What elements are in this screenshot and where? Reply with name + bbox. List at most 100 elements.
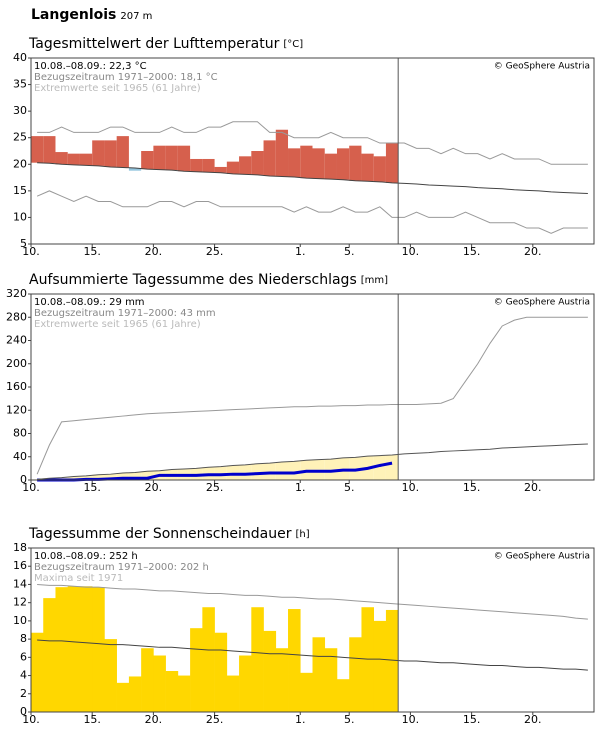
elevation: 207 m — [120, 11, 152, 22]
line-series — [36, 190, 588, 234]
x-tick-label: 1. — [295, 481, 306, 494]
reference-fill — [288, 461, 301, 480]
x-tick-label: 15. — [83, 713, 101, 726]
bar — [214, 166, 227, 173]
bar — [349, 637, 362, 712]
x-tick-label: 10. — [402, 481, 420, 494]
title-text: Aufsummierte Tagessumme des Niederschlag… — [29, 272, 357, 288]
bar — [177, 145, 191, 172]
bar — [141, 151, 154, 170]
y-tick-label: 2 — [20, 687, 27, 700]
y-tick-label: 30 — [13, 104, 27, 117]
copyright: © GeoSphere Austria — [494, 298, 590, 308]
reference-fill — [275, 461, 289, 480]
y-tick-label: 10 — [13, 210, 27, 223]
y-tick-label: 240 — [6, 334, 27, 347]
bar — [312, 148, 325, 179]
reference-fill — [116, 473, 129, 480]
bar — [141, 648, 154, 712]
annotation: 10.08.–08.09.: 29 mm — [34, 297, 145, 308]
x-tick-label: 15. — [463, 481, 481, 494]
annotation: Bezugszeitraum 1971–2000: 202 h — [34, 562, 209, 573]
bar — [312, 637, 326, 712]
bar — [128, 676, 142, 712]
line-series — [37, 443, 588, 480]
bar — [275, 648, 289, 712]
bar — [79, 586, 93, 712]
bar — [385, 143, 399, 183]
bar — [79, 153, 93, 166]
reference-fill — [92, 474, 105, 480]
x-tick-label: 20. — [145, 481, 163, 494]
reference-fill — [141, 471, 154, 480]
bar — [263, 140, 276, 176]
annotation: Maxima seit 1971 — [34, 573, 123, 584]
x-tick-label: 10. — [402, 713, 420, 726]
bar — [43, 598, 56, 712]
bar — [263, 630, 277, 712]
x-tick-label: 15. — [83, 481, 101, 494]
plot-area — [31, 294, 594, 480]
bar — [55, 587, 69, 712]
bar — [349, 145, 362, 181]
x-tick-label: 20. — [145, 713, 163, 726]
bar — [31, 136, 44, 163]
x-tick-label: 20. — [145, 245, 163, 258]
annotation: Bezugszeitraum 1971–2000: 18,1 °C — [34, 72, 218, 83]
annotation: Extremwerte seit 1965 (61 Jahre) — [34, 319, 201, 330]
bar — [239, 655, 252, 712]
copyright: © GeoSphere Austria — [494, 62, 590, 72]
y-tick-label: 0 — [20, 473, 27, 486]
bar — [116, 136, 129, 168]
y-tick-label: 16 — [13, 559, 27, 572]
bar — [153, 145, 166, 170]
x-tick-label: 20. — [524, 713, 542, 726]
line-series — [37, 121, 588, 165]
bar — [190, 158, 203, 172]
title-text: Tagessumme der Sonnenscheindauer — [28, 526, 292, 542]
bar — [202, 158, 215, 173]
title-text: Tagesmittelwert der Lufttemperatur — [28, 36, 280, 52]
line-series — [37, 162, 588, 195]
annotation: Extremwerte seit 1965 (61 Jahre) — [34, 83, 201, 94]
bar — [373, 620, 387, 712]
y-tick-label: 280 — [6, 310, 27, 323]
annotation: 10.08.–08.09.: 252 h — [34, 551, 138, 562]
x-tick-label: 10. — [22, 245, 40, 258]
reference-fill — [324, 459, 337, 480]
bar — [128, 168, 142, 171]
y-tick-label: 40 — [13, 51, 27, 64]
bar — [288, 148, 301, 178]
line-series — [36, 316, 588, 475]
y-tick-label: 35 — [13, 78, 27, 91]
y-tick-label: 20 — [13, 157, 27, 170]
x-tick-label: 15. — [463, 713, 481, 726]
bar — [226, 675, 240, 712]
bar — [202, 607, 215, 712]
reference-fill — [104, 474, 117, 480]
x-tick-label: 10. — [22, 713, 40, 726]
bar — [43, 136, 56, 164]
line-series — [37, 639, 588, 671]
y-tick-label: 25 — [13, 131, 27, 144]
y-tick-label: 5 — [20, 237, 27, 250]
bar — [165, 145, 178, 171]
bar — [385, 609, 399, 712]
y-tick-label: 160 — [6, 380, 27, 393]
plot-frame — [30, 547, 595, 713]
bar — [153, 655, 166, 712]
bar — [31, 632, 44, 712]
chart-title: Tagessumme der Sonnenscheindauer [h] — [28, 526, 310, 542]
bar — [92, 587, 105, 712]
bar — [226, 161, 240, 174]
x-tick-label: 15. — [83, 245, 101, 258]
y-tick-label: 8 — [20, 632, 27, 645]
bar — [300, 145, 313, 179]
bar — [67, 153, 80, 165]
bar — [251, 151, 264, 175]
y-tick-label: 0 — [20, 705, 27, 718]
reference-fill — [385, 455, 399, 480]
x-tick-label: 10. — [22, 481, 40, 494]
x-tick-label: 15. — [463, 245, 481, 258]
line-series — [37, 583, 588, 620]
